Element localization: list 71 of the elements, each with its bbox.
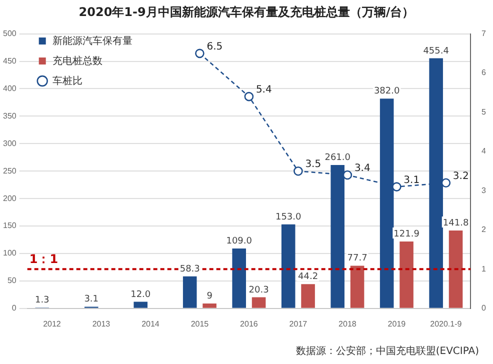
data-label: 121.9 bbox=[394, 229, 420, 240]
data-label: 3.5 bbox=[305, 159, 322, 170]
x-tick-label: 2018 bbox=[338, 319, 357, 328]
data-label: 1.3 bbox=[34, 296, 50, 306]
y-tick-label: 300 bbox=[2, 138, 17, 148]
y-tick-label: 200 bbox=[2, 194, 17, 203]
y-tick-label: 50 bbox=[7, 276, 17, 286]
x-tick-label: 2015 bbox=[190, 319, 210, 328]
data-label: 382.0 bbox=[374, 86, 400, 97]
point bbox=[244, 92, 254, 102]
bar bbox=[134, 302, 148, 308]
data-label: 12.0 bbox=[130, 290, 151, 300]
x-tick-label: 2014 bbox=[142, 319, 160, 328]
data-label: 77.7 bbox=[347, 254, 368, 264]
data-label: 9 bbox=[206, 291, 213, 302]
y2-tick-label: 6 bbox=[482, 68, 487, 78]
x-tick-label: 2020.1-9 bbox=[430, 319, 462, 328]
ref-line-label: 1：1 bbox=[29, 252, 58, 266]
bar bbox=[350, 266, 364, 308]
data-label: 109.0 bbox=[226, 236, 252, 247]
data-label: 261.0 bbox=[324, 153, 351, 164]
point bbox=[294, 166, 303, 176]
y-tick-label: 400 bbox=[2, 84, 17, 93]
y2-tick-label: 7 bbox=[482, 29, 487, 38]
y-tick-label: 450 bbox=[2, 56, 17, 66]
x-tick-label: 2017 bbox=[289, 319, 308, 328]
y2-tick-label: 1 bbox=[482, 264, 487, 274]
y-tick-label: 500 bbox=[2, 29, 17, 38]
bar bbox=[252, 297, 266, 308]
bar bbox=[232, 248, 246, 308]
y-tick-label: 150 bbox=[2, 221, 17, 230]
y-tick-label: 250 bbox=[2, 166, 17, 176]
bar bbox=[202, 303, 216, 308]
data-label: 153.0 bbox=[275, 212, 302, 222]
data-label: 58.3 bbox=[180, 264, 200, 274]
y-tick-label: 0 bbox=[12, 304, 17, 313]
y2-tick-label: 2 bbox=[482, 225, 487, 234]
bar bbox=[400, 241, 414, 308]
legend-label: 新能源汽车保有量 bbox=[52, 34, 132, 47]
y2-tick-label: 0 bbox=[482, 304, 487, 313]
chart-title: 2020年1-9月中国新能源汽车保有量及充电桩总量（万辆/台） bbox=[78, 4, 416, 21]
bar bbox=[281, 224, 296, 308]
y-tick-label: 100 bbox=[2, 248, 17, 258]
point bbox=[342, 170, 352, 180]
x-tick-label: 2012 bbox=[43, 319, 62, 328]
point bbox=[392, 182, 402, 192]
bar bbox=[182, 276, 197, 308]
data-label: 455.4 bbox=[423, 46, 450, 56]
data-label: 3.4 bbox=[354, 163, 370, 174]
y2-tick-label: 3 bbox=[482, 186, 487, 195]
point bbox=[195, 48, 204, 58]
legend-label: 车桩比 bbox=[52, 74, 82, 87]
bar bbox=[448, 230, 463, 308]
data-label: 44.2 bbox=[298, 272, 318, 282]
data-label: 3.2 bbox=[452, 170, 469, 182]
y-tick-label: 350 bbox=[2, 111, 17, 120]
x-tick-label: 2019 bbox=[388, 319, 406, 328]
data-label: 3.1 bbox=[84, 294, 99, 305]
y2-tick-label: 4 bbox=[482, 146, 487, 156]
bar bbox=[301, 284, 315, 308]
y2-tick-label: 5 bbox=[482, 107, 487, 116]
data-label: 5.4 bbox=[256, 84, 272, 96]
point bbox=[441, 178, 451, 188]
data-label: 20.3 bbox=[248, 285, 269, 296]
x-tick-label: 2013 bbox=[92, 319, 111, 328]
data-label: 3.1 bbox=[404, 174, 420, 186]
x-tick-label: 2016 bbox=[240, 319, 258, 328]
legend-label: 充电桩总数 bbox=[52, 54, 102, 67]
text: 数据源：公安部；中国充电联盟(EVCIPA) bbox=[296, 344, 479, 358]
data-label: 6.5 bbox=[206, 41, 223, 52]
data-label: 141.8 bbox=[442, 218, 469, 229]
